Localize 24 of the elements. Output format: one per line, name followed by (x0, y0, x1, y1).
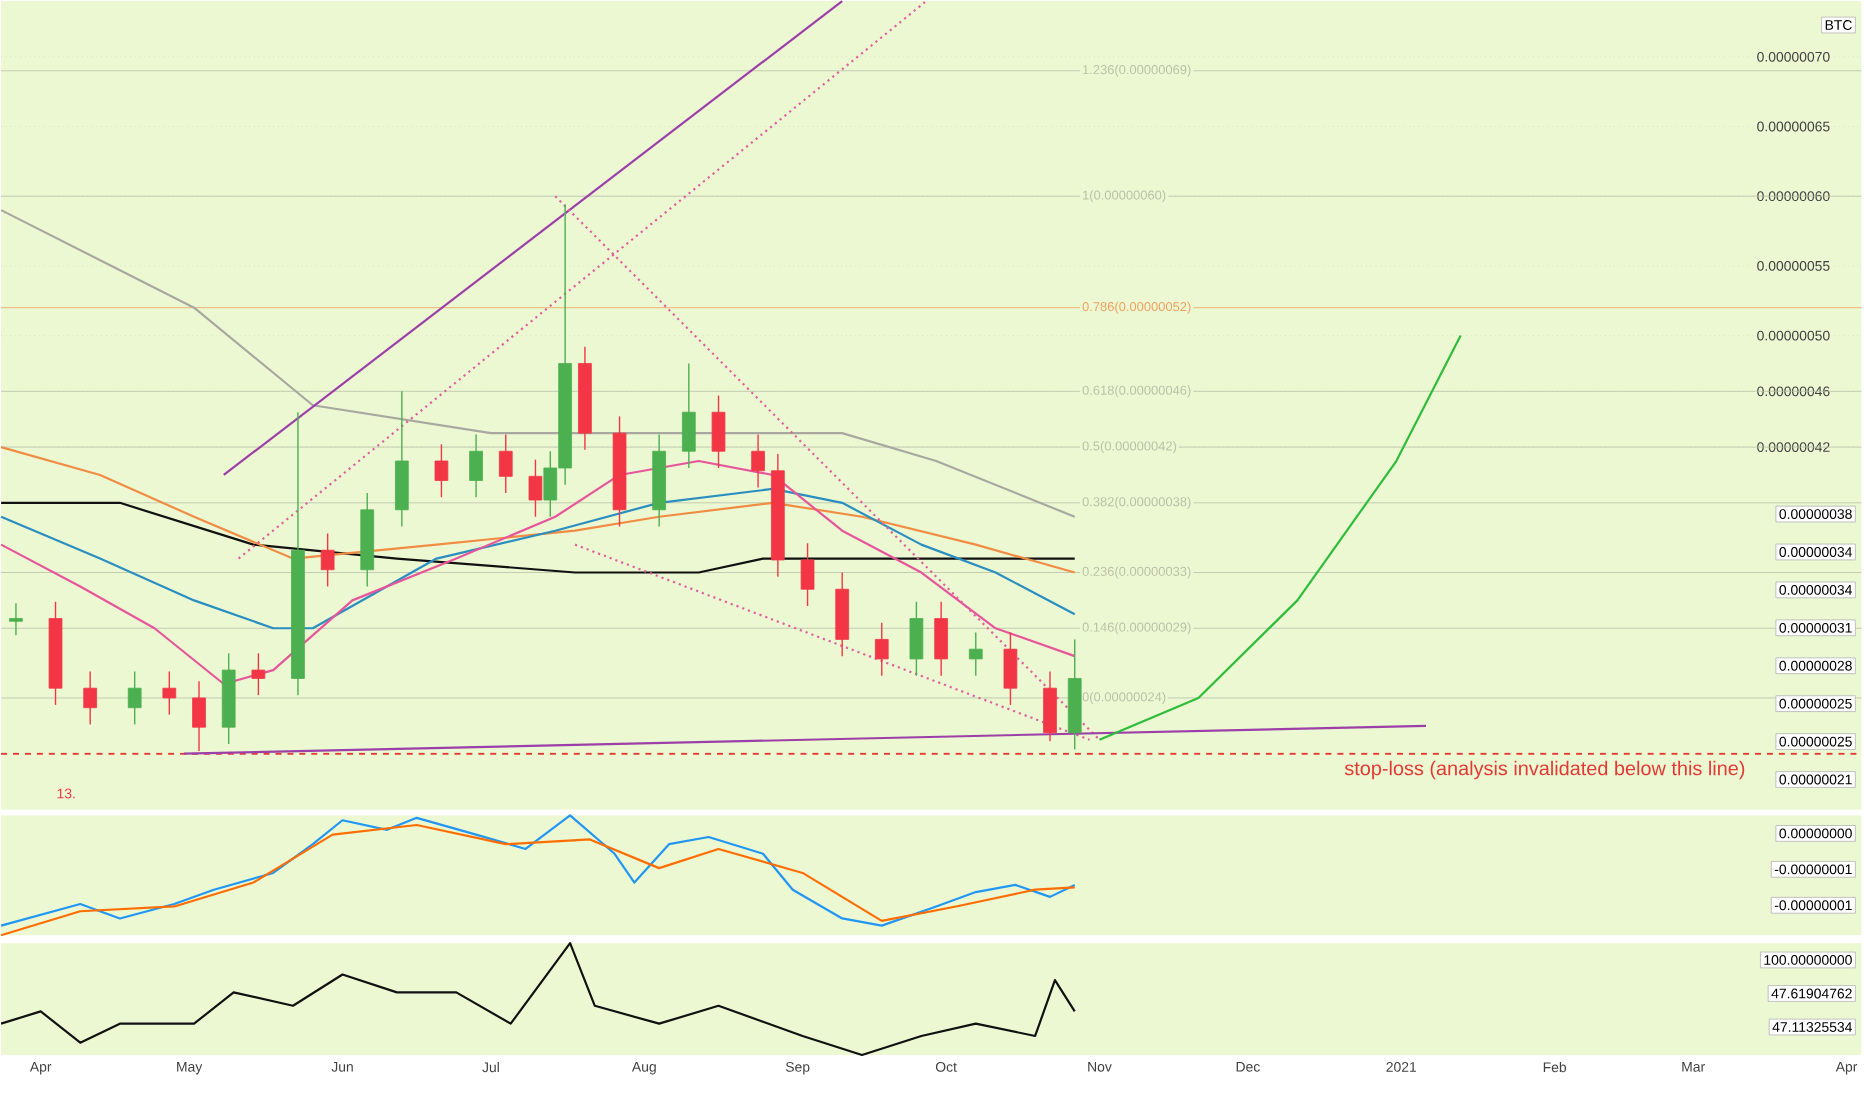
candlestick (1043, 670, 1057, 742)
candlestick (800, 542, 815, 607)
candlestick (162, 670, 177, 715)
candlestick (968, 631, 983, 676)
candlestick (934, 600, 948, 676)
candlestick (528, 458, 543, 518)
candlestick (681, 362, 696, 469)
candlestick (874, 621, 889, 676)
candlestick (434, 443, 449, 498)
candlestick (498, 433, 513, 494)
line-series (0, 487, 1076, 629)
candlestick (127, 670, 142, 725)
candlestick (320, 532, 335, 587)
candlestick (469, 433, 483, 498)
candlestick (251, 652, 266, 696)
candlestick (711, 394, 726, 469)
candlestick (9, 602, 23, 636)
line-series (0, 445, 1076, 574)
candlestick (751, 433, 765, 488)
candlestick (83, 670, 97, 725)
candlestick (192, 680, 206, 752)
candlestick (909, 600, 924, 676)
ref-line-label: stop-loss (analysis invalidated below this line) (1344, 760, 1745, 779)
candlestick (1003, 631, 1018, 706)
